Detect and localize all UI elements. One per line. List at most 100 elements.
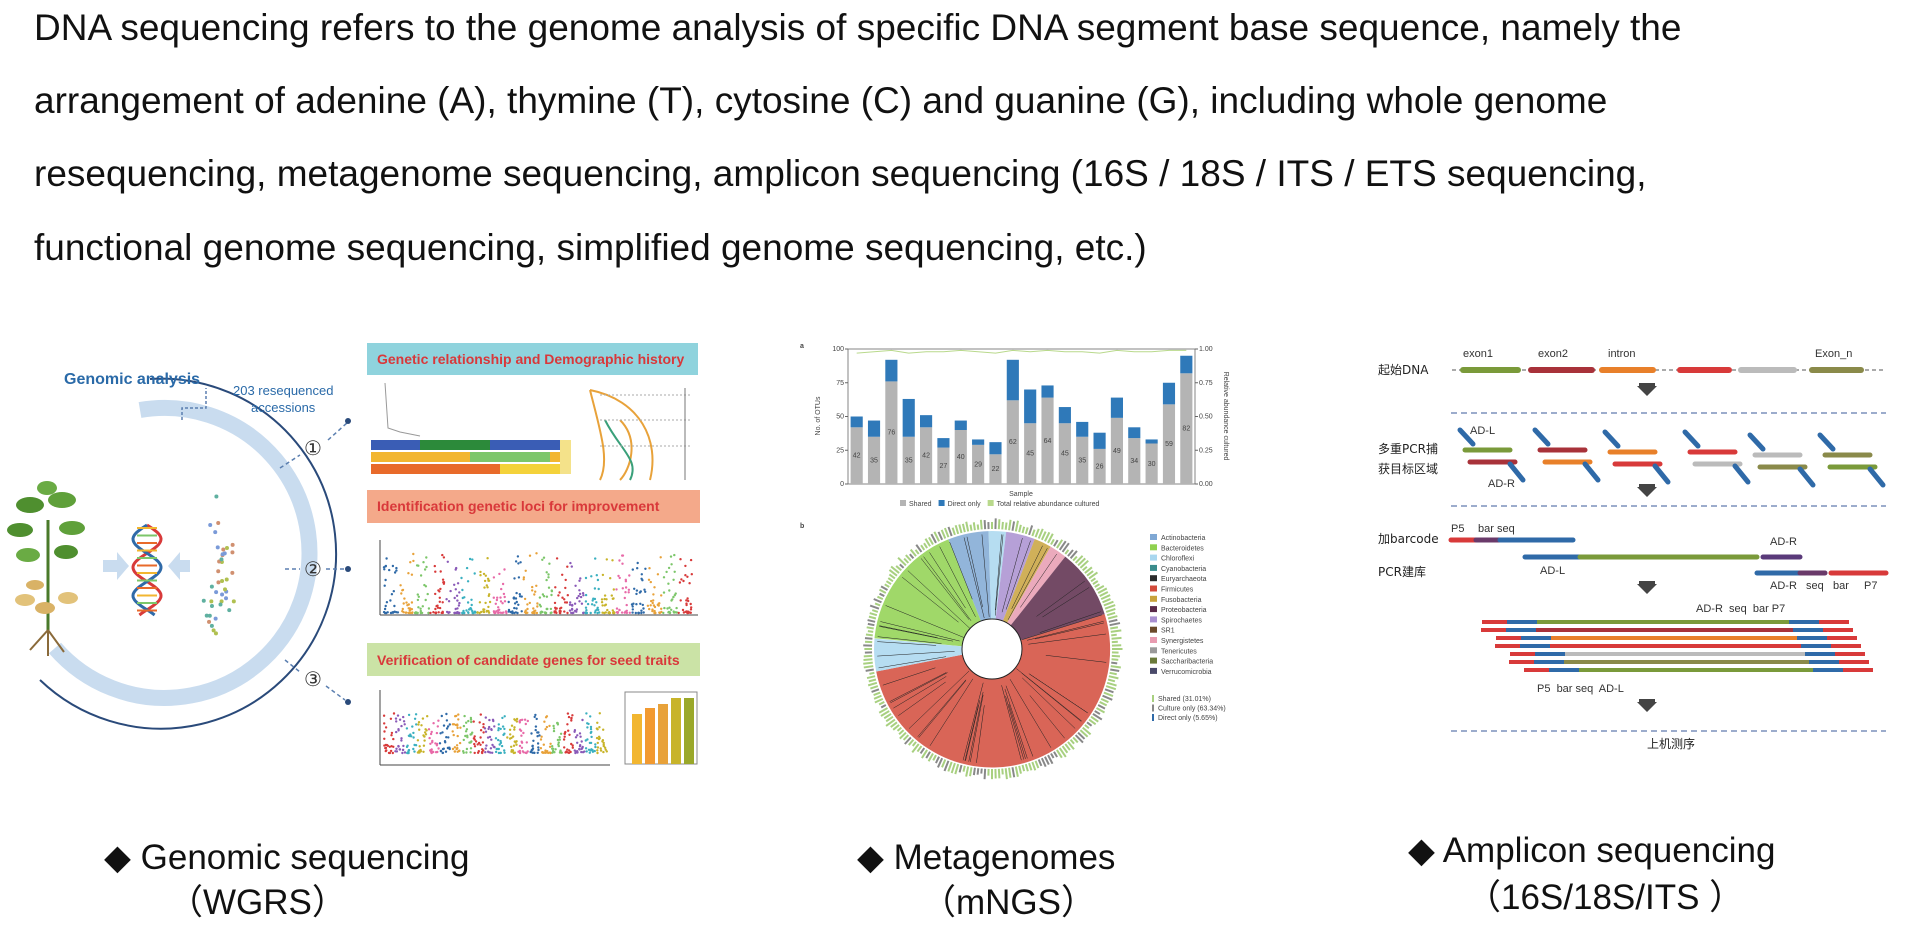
bar-label: 35 xyxy=(870,457,878,464)
snp-dot xyxy=(454,607,457,611)
bar xyxy=(1058,423,1071,484)
snp-dot xyxy=(481,741,485,744)
ring-tick xyxy=(1044,756,1050,765)
snp-dot xyxy=(515,591,518,595)
snp-dot xyxy=(384,604,387,608)
ring-tick xyxy=(1061,542,1070,553)
snp-dot xyxy=(465,721,468,724)
snp-dot xyxy=(584,611,587,614)
ring-tick xyxy=(863,661,873,665)
snp-dot xyxy=(602,728,605,731)
snp-dot xyxy=(631,611,634,614)
snp-dot xyxy=(598,611,601,614)
figure-title: Genomic analysis xyxy=(64,371,200,388)
ring-tick xyxy=(1110,668,1120,672)
snp-dot xyxy=(634,611,637,615)
ring-tick xyxy=(890,565,900,574)
snp-dot xyxy=(453,611,456,615)
snp-dot xyxy=(463,714,466,718)
snp-dot xyxy=(470,720,473,724)
snp-dot xyxy=(453,750,457,753)
snp-dot xyxy=(624,591,627,594)
snp-dot xyxy=(524,722,527,726)
ring-tick xyxy=(1103,600,1114,607)
snp-dot xyxy=(616,611,620,614)
ring-tick xyxy=(915,544,923,553)
ring-tick xyxy=(1072,736,1079,744)
snp-dot xyxy=(589,731,592,735)
plant-icon xyxy=(7,481,85,656)
outer-arc xyxy=(39,377,338,730)
snp-dot xyxy=(585,750,588,753)
snp-dot xyxy=(594,609,597,612)
snp-dot xyxy=(539,747,543,750)
ring-tick xyxy=(874,697,884,704)
snp-dot xyxy=(549,607,553,611)
snp-dot xyxy=(512,744,516,747)
snp-dot xyxy=(524,751,528,754)
clade-wedge xyxy=(1004,556,1105,644)
snp-dot xyxy=(642,611,645,614)
branch xyxy=(1001,538,1023,613)
ring-tick xyxy=(1109,671,1117,676)
snp-dot xyxy=(531,611,534,615)
ring-tick xyxy=(1102,694,1113,701)
snp-dot xyxy=(596,751,599,755)
snp-dot xyxy=(487,611,491,614)
snp-dot xyxy=(494,602,497,605)
snp-dot xyxy=(429,611,432,615)
clade-wedge xyxy=(874,638,973,672)
ring-tick xyxy=(943,760,950,772)
ring-tick xyxy=(1095,707,1106,714)
step-number: ③ xyxy=(304,669,322,691)
snp-dot xyxy=(497,738,500,742)
snp-dot xyxy=(586,602,590,606)
ring-tick xyxy=(1018,765,1022,774)
snp-dot xyxy=(479,713,482,716)
plot-frame xyxy=(847,348,1196,485)
bar xyxy=(1162,382,1176,405)
caption: ◆ Metagenomes xyxy=(857,838,1115,877)
snp-dot xyxy=(606,608,609,612)
snp-dot xyxy=(566,594,569,597)
bar xyxy=(937,438,950,448)
snp-dot xyxy=(478,601,482,604)
ring-tick xyxy=(958,764,963,773)
snp-dot xyxy=(679,558,682,561)
ring-tick xyxy=(1105,607,1116,613)
bar xyxy=(867,436,881,484)
snp-dot xyxy=(611,597,614,600)
snp-dot xyxy=(505,611,508,615)
bar xyxy=(920,415,933,428)
snp-dot xyxy=(416,598,420,602)
base-dot xyxy=(222,551,227,556)
ring-tick xyxy=(933,531,940,542)
snp-dot xyxy=(441,751,445,755)
snp-dot xyxy=(383,584,386,587)
snp-dot xyxy=(584,747,588,750)
bar xyxy=(989,442,1002,455)
snp-dot xyxy=(549,742,552,745)
paragraph-line: resequencing, metagenome sequencing, amp… xyxy=(34,153,1647,194)
bar xyxy=(1180,355,1193,374)
branch xyxy=(885,605,965,638)
snp-dot xyxy=(449,589,452,593)
snp-dot xyxy=(445,719,449,722)
snp-dot xyxy=(458,741,462,745)
bar xyxy=(954,420,967,430)
snp-dot xyxy=(585,609,588,612)
ring-tick xyxy=(940,529,947,539)
snp-dot xyxy=(462,724,466,728)
snp-dot xyxy=(669,555,673,558)
ring-tick xyxy=(1079,559,1089,569)
base-dot xyxy=(216,580,221,585)
snp-dot xyxy=(486,557,489,560)
ring-tick xyxy=(921,749,928,759)
snp-dot xyxy=(667,582,670,585)
branch xyxy=(962,682,984,761)
snp-dot xyxy=(542,595,546,598)
snp-dot xyxy=(571,714,574,717)
snp-dot xyxy=(503,595,506,599)
snp-dot xyxy=(563,732,566,735)
snp-dot xyxy=(455,566,458,570)
